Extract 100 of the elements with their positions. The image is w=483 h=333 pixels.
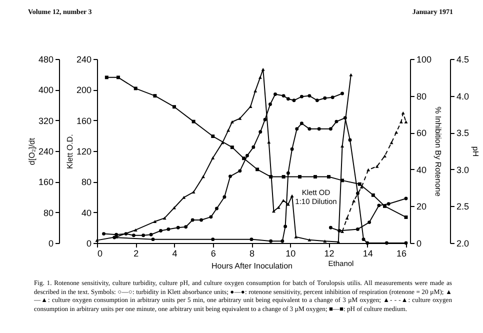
point bbox=[384, 241, 388, 245]
point bbox=[162, 216, 166, 220]
point bbox=[209, 215, 213, 219]
point bbox=[334, 120, 338, 124]
point bbox=[182, 196, 186, 199]
point bbox=[371, 193, 375, 197]
point bbox=[340, 178, 344, 182]
point bbox=[228, 174, 232, 178]
point bbox=[286, 171, 290, 175]
y-tick-label: 80 bbox=[43, 208, 54, 218]
y-tick-label: 160 bbox=[38, 177, 54, 188]
point bbox=[308, 127, 312, 131]
point bbox=[390, 141, 394, 144]
y-tick-label: 80 bbox=[416, 91, 427, 102]
point bbox=[124, 232, 128, 236]
point bbox=[298, 175, 302, 178]
point bbox=[153, 94, 157, 98]
y2-tick-label: 4.0 bbox=[456, 91, 470, 102]
point bbox=[172, 105, 176, 109]
point bbox=[246, 154, 249, 158]
point bbox=[184, 225, 188, 229]
x-tick-label: 0 bbox=[98, 248, 103, 258]
point bbox=[258, 76, 262, 79]
point bbox=[230, 146, 234, 150]
point bbox=[399, 120, 403, 124]
x-tick-label: 14 bbox=[362, 248, 373, 258]
point bbox=[314, 175, 317, 178]
point bbox=[134, 228, 138, 232]
point bbox=[200, 218, 204, 222]
y2-tick-label: 2.5 bbox=[456, 202, 470, 212]
y-tick-label: 0 bbox=[416, 238, 422, 248]
point bbox=[114, 232, 118, 236]
y-tick-label: 320 bbox=[38, 116, 54, 126]
point bbox=[308, 238, 312, 242]
point bbox=[401, 112, 405, 115]
point bbox=[263, 118, 267, 122]
y2-tick-label: 240 bbox=[76, 54, 92, 64]
point bbox=[261, 68, 265, 71]
point bbox=[268, 102, 272, 106]
y2-tick-label: 80 bbox=[81, 177, 92, 188]
point bbox=[286, 202, 290, 206]
point bbox=[308, 94, 312, 98]
point bbox=[142, 234, 146, 238]
point bbox=[286, 97, 290, 101]
point bbox=[280, 239, 284, 243]
point bbox=[190, 218, 194, 222]
point bbox=[192, 120, 196, 124]
point bbox=[386, 202, 390, 206]
point bbox=[153, 220, 157, 224]
x-tick-label: 6 bbox=[210, 248, 216, 258]
point bbox=[317, 127, 321, 131]
y-tick-label: 240 bbox=[38, 146, 54, 156]
point bbox=[149, 232, 153, 236]
y-tick-label: 40 bbox=[416, 164, 427, 175]
point bbox=[238, 169, 242, 173]
point bbox=[328, 127, 332, 131]
point bbox=[192, 190, 196, 194]
point bbox=[116, 76, 120, 80]
point bbox=[284, 224, 288, 228]
y2-tick-label: 2.0 bbox=[456, 238, 470, 248]
y2-tick-label: 200 bbox=[76, 85, 92, 96]
point bbox=[292, 98, 296, 102]
point bbox=[290, 194, 294, 198]
point bbox=[327, 175, 330, 178]
point bbox=[352, 199, 356, 202]
y-tick-label: 400 bbox=[38, 85, 54, 96]
point bbox=[104, 76, 108, 80]
point bbox=[282, 175, 286, 178]
point bbox=[238, 116, 242, 120]
point bbox=[404, 120, 408, 124]
y2-tick-label: 160 bbox=[76, 116, 92, 126]
point bbox=[323, 240, 327, 243]
point bbox=[276, 206, 280, 209]
point bbox=[377, 204, 381, 208]
point bbox=[134, 86, 138, 90]
point bbox=[323, 96, 327, 100]
point bbox=[132, 234, 136, 238]
point bbox=[252, 145, 256, 149]
point bbox=[345, 216, 349, 220]
y2-tick-label: 0 bbox=[86, 238, 92, 248]
point bbox=[230, 120, 234, 124]
y2-axis-title: Klett O.D. bbox=[65, 134, 74, 169]
x-axis-title: Hours After Inoculation bbox=[212, 262, 292, 270]
point bbox=[383, 204, 386, 208]
point bbox=[250, 238, 254, 242]
y-tick-label: 0 bbox=[48, 238, 54, 248]
point bbox=[290, 147, 294, 151]
y2-tick-label: 40 bbox=[81, 208, 92, 218]
point bbox=[340, 92, 344, 96]
point bbox=[211, 156, 215, 160]
point bbox=[254, 89, 258, 92]
x-tick-label: 8 bbox=[249, 248, 255, 258]
point bbox=[366, 241, 370, 245]
point bbox=[295, 127, 299, 131]
point bbox=[375, 164, 379, 168]
x-tick-label: 4 bbox=[172, 248, 178, 258]
point bbox=[368, 220, 372, 224]
point bbox=[340, 144, 344, 148]
y2-tick-label: 3.0 bbox=[456, 164, 470, 175]
point bbox=[338, 229, 342, 232]
